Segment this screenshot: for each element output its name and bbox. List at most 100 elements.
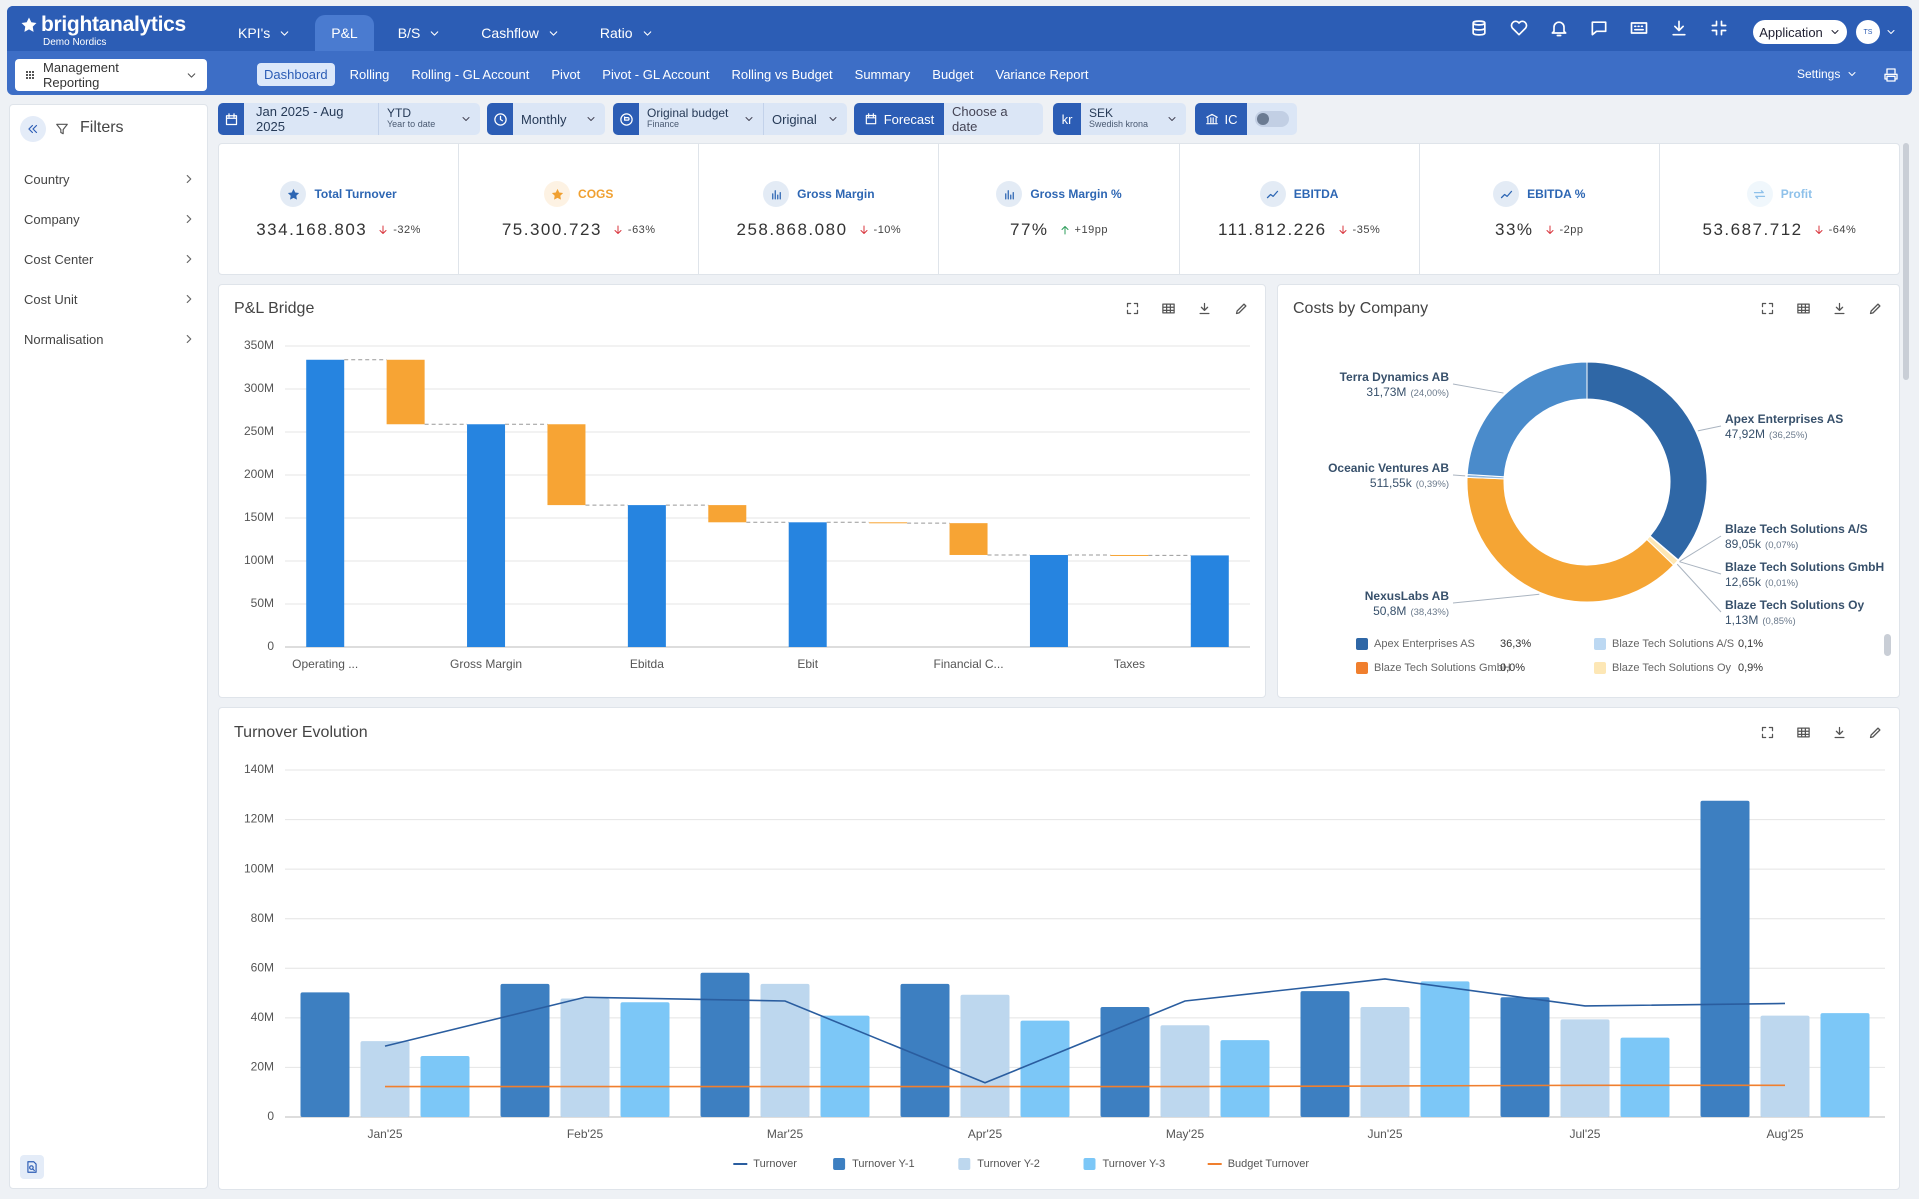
header-icon[interactable]: [1669, 18, 1689, 38]
download-button[interactable]: [1832, 725, 1847, 740]
kpi-label: Gross Margin %: [1030, 187, 1122, 201]
toolbar-icon-block[interactable]: kr: [1053, 103, 1081, 135]
settings[interactable]: Settings: [1797, 67, 1858, 81]
chevron-shape: [549, 30, 558, 36]
chevron-right-shape: [186, 334, 192, 344]
kpi[interactable]: EBITDA 111.812.226 -35%: [1178, 144, 1419, 274]
sub-tab[interactable]: Summary: [854, 67, 911, 82]
toolbar-field[interactable]: Jan 2025 - Aug 2025: [244, 103, 378, 135]
print-icon-shape: [1884, 68, 1898, 82]
change-arrow: [1061, 226, 1069, 235]
kpi-icon: [996, 181, 1023, 207]
filter-item[interactable]: Cost Unit: [24, 289, 196, 309]
sub-tab[interactable]: Rolling: [349, 67, 390, 82]
collapse-button[interactable]: [20, 116, 46, 142]
kpi-value: 33%: [1494, 220, 1534, 239]
table-button[interactable]: [1161, 301, 1176, 316]
forecast-date: Choose a date: [952, 104, 1008, 134]
pencil-button[interactable]: [1868, 725, 1883, 740]
sub-tab[interactable]: Budget: [932, 67, 974, 82]
kpi-icon-glyph: [1267, 190, 1279, 198]
search-icon-shape: [27, 1161, 37, 1173]
toolbar-field[interactable]: SEK Swedish krona: [1081, 103, 1186, 135]
main-tab[interactable]: B/S: [382, 15, 458, 51]
chart-title: P&L Bridge: [234, 300, 315, 317]
toolbar-group: Monthly: [487, 103, 605, 135]
expand-button[interactable]: [1760, 725, 1775, 740]
filter-item[interactable]: Country: [24, 169, 196, 189]
toolbar-field[interactable]: Monthly: [513, 103, 605, 135]
kpi[interactable]: Gross Margin % 77% +19pp: [938, 144, 1178, 274]
toolbar-field[interactable]: Original: [763, 103, 847, 135]
sub-tab[interactable]: Rolling vs Budget: [731, 67, 833, 82]
table-button[interactable]: [1796, 725, 1811, 740]
kpi[interactable]: Total Turnover 334.168.803 -32%: [219, 144, 458, 274]
avatar[interactable]: TS: [1856, 20, 1880, 44]
kpi[interactable]: EBITDA % 33% -2pp: [1418, 144, 1659, 274]
header-icon[interactable]: [1469, 18, 1489, 38]
header-icon[interactable]: [1709, 18, 1729, 38]
field-main: Original budget: [647, 106, 729, 120]
pencil-button[interactable]: [1868, 301, 1883, 316]
chart-card: Turnover Evolution: [218, 707, 1900, 1190]
filter-label: Company: [24, 211, 80, 227]
download-button[interactable]: [1197, 301, 1212, 316]
tab-label: P&L: [331, 25, 358, 41]
kpi-value: 258.868.080: [736, 220, 848, 239]
kpi[interactable]: Gross Margin 258.868.080 -10%: [698, 144, 938, 274]
calendar-icon-shape: [865, 113, 876, 125]
download-button[interactable]: [1832, 301, 1847, 316]
report-selector[interactable]: Management Reporting: [15, 59, 207, 91]
main-tab[interactable]: Cashflow: [465, 15, 576, 51]
chevron: [1168, 117, 1176, 121]
main-tab[interactable]: Ratio: [584, 15, 670, 51]
table-button[interactable]: [1796, 301, 1811, 316]
filter-item[interactable]: Normalisation: [24, 329, 196, 349]
sub-tab[interactable]: Variance Report: [995, 67, 1089, 82]
toolbar-icon-block[interactable]: [218, 103, 244, 135]
header-icon-shape: [1551, 21, 1567, 37]
sidebar-bottom-button[interactable]: [20, 1155, 44, 1179]
expand-button-shape: [1126, 302, 1139, 315]
header-icon[interactable]: [1509, 18, 1529, 38]
header-icon[interactable]: [1629, 18, 1649, 38]
pencil-button[interactable]: [1234, 301, 1249, 316]
kpi[interactable]: Profit 53.687.712 -64%: [1658, 144, 1899, 274]
filter-icon: [56, 123, 68, 135]
logo-mark: [21, 17, 37, 32]
toolbar-field[interactable]: YTD Year to date: [378, 103, 480, 135]
expand-button[interactable]: [1760, 301, 1775, 316]
forecast-button[interactable]: Forecast: [854, 103, 944, 135]
kpi-label: COGS: [578, 187, 614, 201]
table-button-shape: [1797, 727, 1810, 738]
kpi-change: -35%: [1337, 224, 1381, 236]
toggle[interactable]: [1255, 111, 1289, 127]
sub-tab[interactable]: Pivot: [551, 67, 581, 82]
app-button[interactable]: Application: [1753, 20, 1847, 44]
print-icon[interactable]: [1883, 67, 1899, 83]
header-icon-shape: [1472, 20, 1486, 36]
expand-button[interactable]: [1125, 301, 1140, 316]
toolbar-icon-block[interactable]: [613, 103, 639, 135]
sub-tab[interactable]: Rolling - GL Account: [411, 67, 530, 82]
header-icon[interactable]: [1589, 18, 1609, 38]
header-icon[interactable]: [1549, 18, 1569, 38]
kpi-icon-glyph-shape: [287, 188, 300, 200]
change-arrow-shape: [1815, 225, 1823, 234]
toolbar-icon-block[interactable]: [487, 103, 513, 135]
toolbar-field[interactable]: Original budget Finance: [639, 103, 763, 135]
header: brightanalytics Demo Nordics KPI's P&L B/S Ca…: [7, 6, 1912, 95]
toolbar-field[interactable]: Choose a date: [944, 103, 1043, 135]
kpi[interactable]: COGS 75.300.723 -63%: [458, 144, 698, 274]
toolbar-field[interactable]: [1247, 103, 1297, 135]
filter-item[interactable]: Cost Center: [24, 249, 196, 269]
main-tab[interactable]: P&L: [315, 15, 374, 51]
filter-label: Cost Center: [24, 251, 94, 267]
sub-tab[interactable]: Pivot - GL Account: [602, 67, 710, 82]
main-tab[interactable]: KPI's: [222, 15, 307, 51]
ic-button[interactable]: IC: [1195, 103, 1247, 135]
filter-item[interactable]: Company: [24, 209, 196, 229]
sub-tab[interactable]: Dashboard: [257, 63, 335, 86]
kpi-value: 334.168.803: [256, 220, 368, 239]
field-text: Original budget Finance: [647, 106, 737, 130]
